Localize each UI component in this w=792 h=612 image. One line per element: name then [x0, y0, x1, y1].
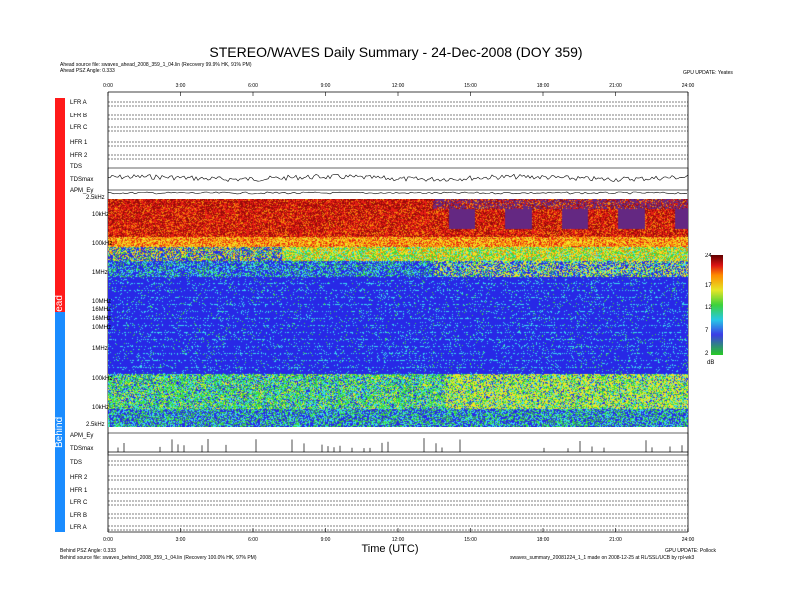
- ahead-row-label: LFR A: [70, 100, 87, 106]
- frequency-label: 100kHz: [92, 376, 113, 382]
- bottom-time-tick: 24:00: [681, 537, 695, 543]
- footer-made-note: swaves_summary_20081224_1_1 made on 2008…: [510, 555, 695, 561]
- top-time-tick: 9:00: [320, 83, 331, 89]
- ahead-row-label: APM_Ey: [70, 188, 94, 194]
- frequency-label: 10MHz: [92, 325, 112, 331]
- frequency-label: 1MHz: [92, 346, 108, 352]
- colorbar-tick: 17: [705, 283, 712, 289]
- chart-title: STEREO/WAVES Daily Summary - 24-Dec-2008…: [209, 44, 583, 60]
- x-axis-label: Time (UTC): [361, 543, 419, 555]
- behind-section-bar: Behind: [54, 312, 65, 532]
- bottom-time-tick: 6:00: [248, 537, 258, 543]
- ahead-apm-line: [107, 191, 688, 195]
- top-time-tick: 0:00: [103, 83, 113, 89]
- ahead-row-label: HFR 2: [70, 153, 88, 159]
- colorbar-tick: 24: [705, 253, 712, 259]
- frequency-label: 16MHz: [92, 307, 112, 313]
- ahead-section-bar: Ahead: [54, 98, 65, 324]
- frequency-label: 10kHz: [92, 212, 110, 218]
- behind-row-label: HFR 2: [70, 475, 88, 481]
- ahead-psz-line: Ahead PSZ Angle: 0.333: [60, 68, 115, 74]
- ahead-row-label: TDS: [70, 164, 82, 170]
- frequency-label: 2.5kHz: [86, 422, 105, 428]
- colorbar-tick: 2: [705, 351, 709, 357]
- behind-row-label: LFR C: [70, 500, 88, 506]
- colorbar-unit: dB: [707, 360, 715, 366]
- ahead-row-label: TDSmax: [70, 177, 94, 183]
- behind-psz-line: Behind PSZ Angle: 0.333: [60, 548, 116, 554]
- top-time-tick: 21:00: [609, 83, 622, 89]
- ahead-row-label: HFR 1: [70, 140, 88, 146]
- frequency-label: 2.5kHz: [86, 195, 105, 201]
- colorbar: [711, 255, 723, 355]
- bottom-time-tick: 12:00: [391, 537, 405, 543]
- frequency-label: 16MHz: [92, 316, 112, 322]
- behind-row-label: LFR B: [70, 513, 88, 519]
- behind-row-label: HFR 1: [70, 488, 88, 494]
- frequency-label: 100kHz: [92, 241, 113, 247]
- spectrogram: [108, 199, 688, 427]
- behind-source-line: Behind source file: swaves_behind_2008_3…: [60, 555, 257, 561]
- ahead-source-line: Ahead source file: swaves_ahead_2008_359…: [60, 62, 252, 68]
- header-right-note: GPU UPDATE: Yeates: [683, 70, 733, 76]
- top-time-tick: 12:00: [391, 83, 405, 89]
- top-time-tick: 3:00: [175, 83, 186, 89]
- behind-tdsmax-spikes: [108, 438, 688, 453]
- behind-row-label: LFR A: [70, 525, 87, 531]
- top-time-tick: 6:00: [248, 83, 258, 89]
- top-time-tick: 24:00: [681, 83, 695, 89]
- bottom-time-tick: 15:00: [464, 537, 477, 543]
- ahead-tdsmax-line: [107, 173, 689, 182]
- footer-right-note: GPU UPDATE: Pollock: [665, 548, 717, 554]
- frequency-label: 1MHz: [92, 270, 108, 276]
- top-time-tick: 15:00: [464, 83, 477, 89]
- colorbar-tick: 12: [705, 305, 712, 311]
- bottom-time-tick: 3:00: [175, 537, 186, 543]
- frequency-label: 10MHz: [92, 299, 112, 305]
- behind-row-label: APM_Ey: [70, 433, 94, 439]
- behind-row-label: TDS: [70, 460, 82, 466]
- bottom-time-tick: 18:00: [536, 537, 550, 543]
- ahead-row-label: LFR B: [70, 113, 88, 119]
- colorbar-tick: 7: [705, 328, 709, 334]
- ahead-row-label: LFR C: [70, 125, 88, 131]
- bottom-time-tick: 21:00: [609, 537, 622, 543]
- bottom-time-tick: 9:00: [320, 537, 331, 543]
- top-time-tick: 18:00: [536, 83, 550, 89]
- behind-row-label: TDSmax: [70, 446, 94, 452]
- bottom-time-tick: 0:00: [103, 537, 113, 543]
- frequency-label: 10kHz: [92, 405, 110, 411]
